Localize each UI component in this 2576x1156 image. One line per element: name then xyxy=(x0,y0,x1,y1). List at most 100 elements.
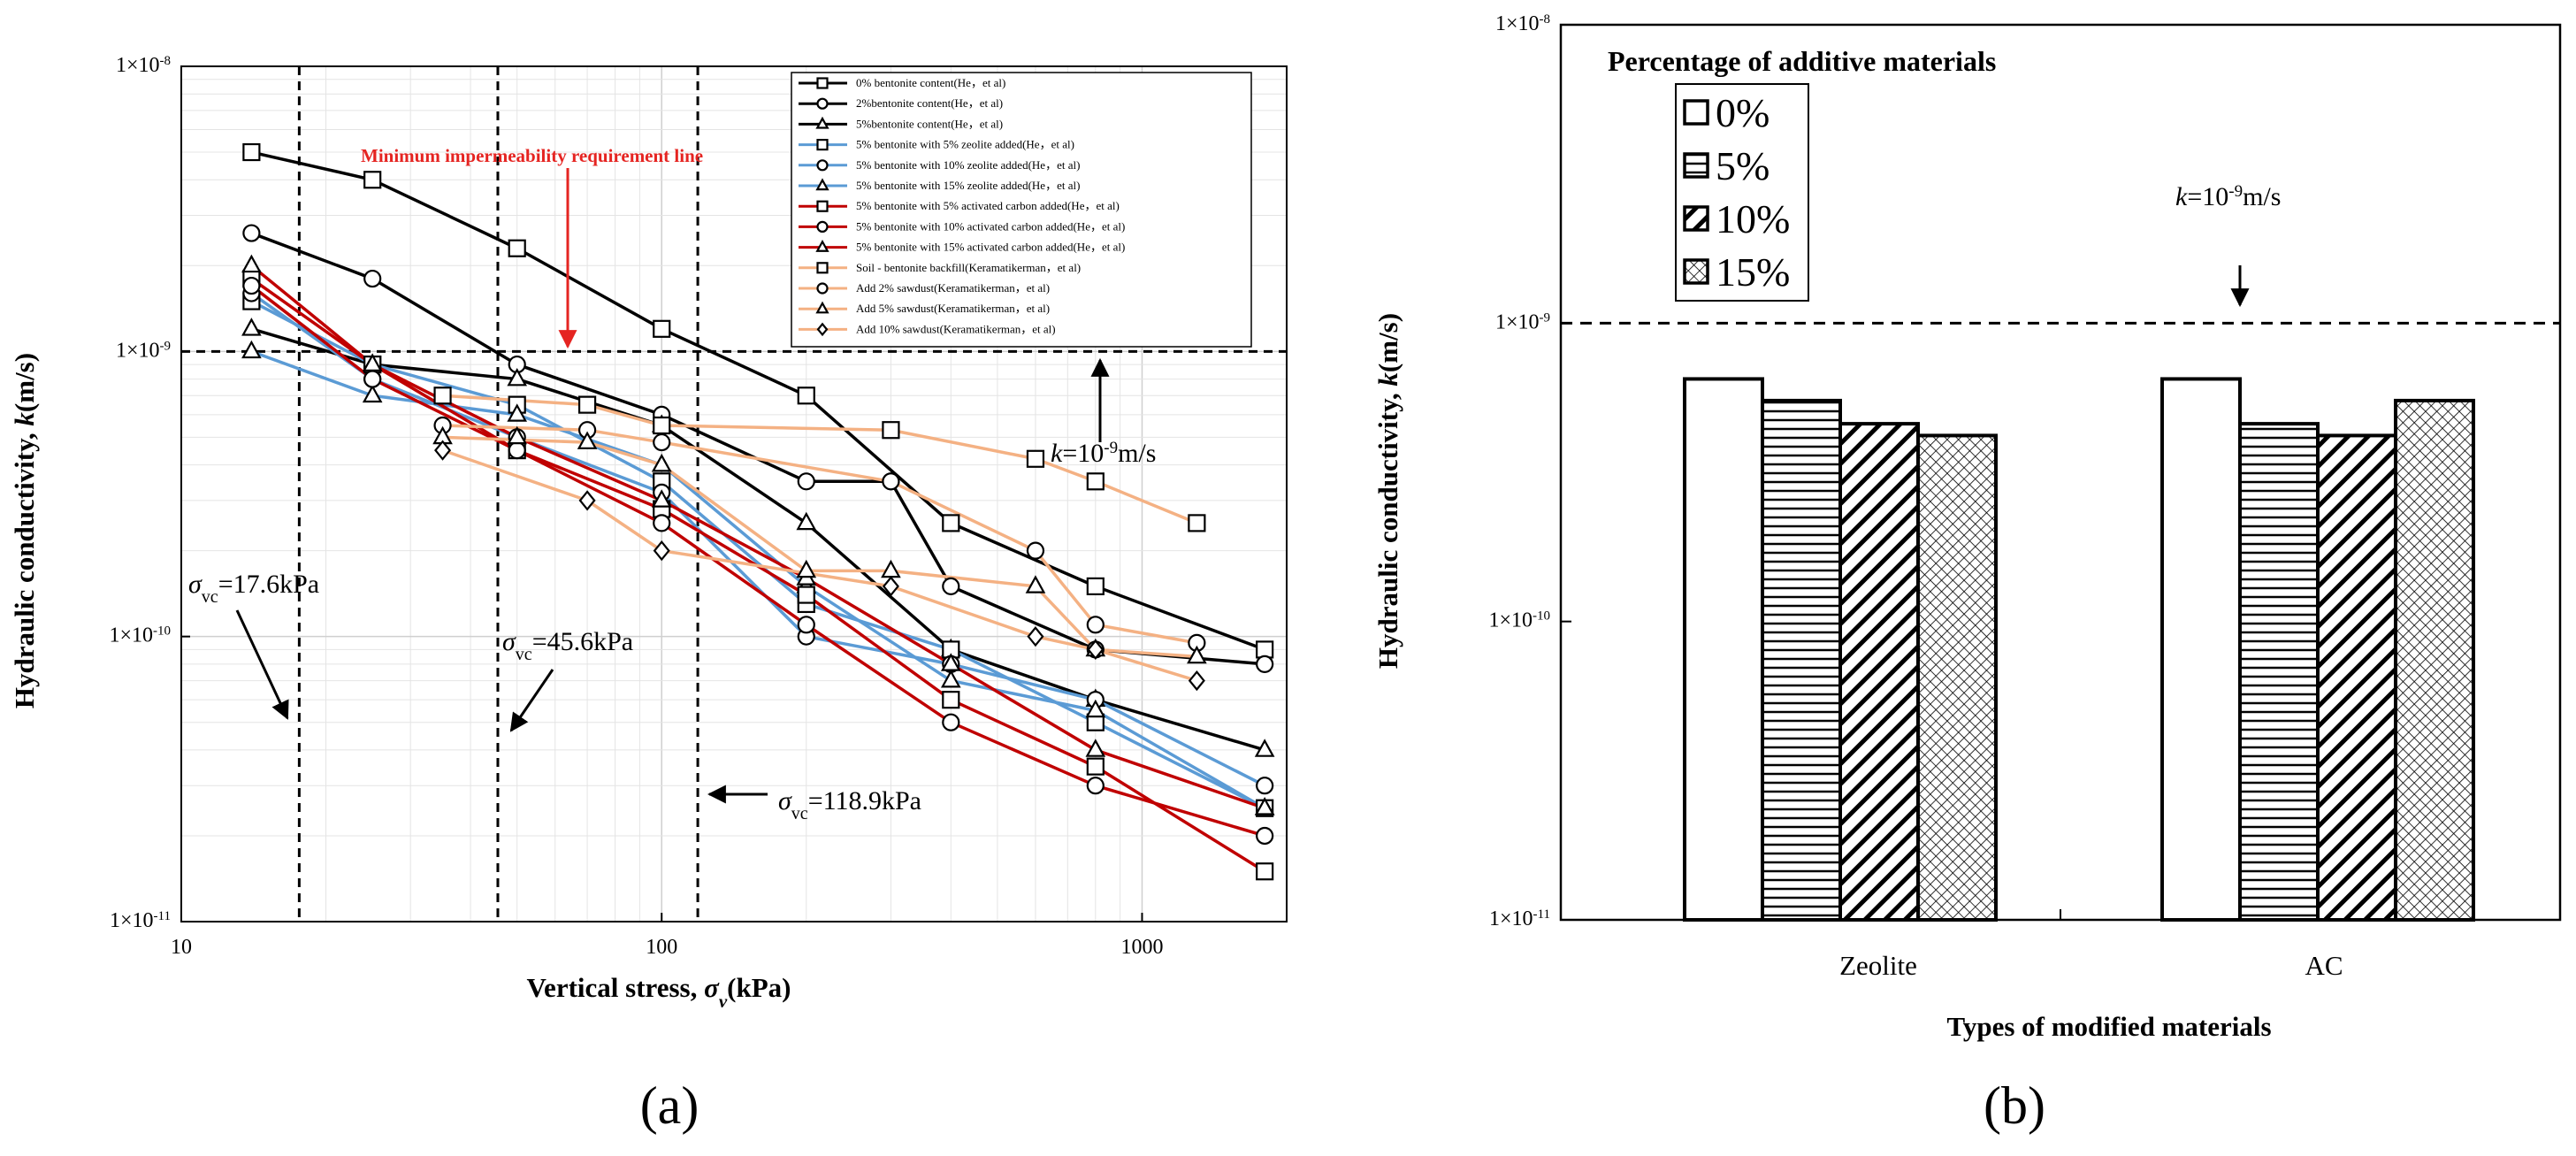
series-5-bentonite-with-10-activated-carbon-added-he-et-al xyxy=(250,284,1265,838)
data-point xyxy=(1254,797,1275,815)
panel-a-legend-box xyxy=(791,72,1252,348)
sigma-vc-17-label: σvc=17.6kPa xyxy=(188,570,319,607)
bar-ac-10 xyxy=(2316,433,2397,923)
legend-label: 10% xyxy=(1716,196,1790,241)
data-point xyxy=(942,577,960,596)
legend-label: 0% xyxy=(1716,90,1770,135)
legend-item-15: 15% xyxy=(1683,249,1790,295)
panel-b-legend: 0% 5% 10% 15% xyxy=(1675,83,1809,302)
x-tick-label: 100 xyxy=(646,936,677,959)
data-point xyxy=(507,367,528,387)
data-point xyxy=(363,269,382,288)
data-point xyxy=(1026,541,1045,560)
legend-item-0-bentonite-content-he-et-al: 0% bentonite content(He，et al) xyxy=(799,76,1005,89)
series-5-bentonite-with-15-zeolite-added-he-et-al xyxy=(250,349,1266,810)
legend-label: 5% bentonite with 10% activated carbon a… xyxy=(856,219,1125,233)
legend-item-5-bentonite-with-15-zeolite-added-he-et-al: 5% bentonite with 15% zeolite added(He，e… xyxy=(799,178,1080,192)
x-tick-label: 10 xyxy=(171,936,192,959)
data-point xyxy=(507,425,528,445)
data-point xyxy=(653,514,671,532)
series-5-bentonite-with-5-activated-carbon-added-he-et-al xyxy=(250,277,1266,873)
sigma-vc-45-arrow xyxy=(509,669,554,732)
bar-zeolite-0 xyxy=(1683,377,1764,922)
legend-swatch-marker xyxy=(815,116,829,129)
legend-swatch xyxy=(1683,152,1709,179)
panel-a-series xyxy=(241,142,1275,881)
data-point xyxy=(1085,699,1106,718)
x-tick-label: 1000 xyxy=(1120,936,1163,959)
data-point xyxy=(1256,862,1274,881)
legend-swatch xyxy=(1683,258,1709,285)
legend-item-5: 5% xyxy=(1683,143,1770,188)
y-tick-label: 1×10-9 xyxy=(1495,310,1550,333)
data-point xyxy=(1085,739,1106,757)
bar-ac-15 xyxy=(2394,398,2475,922)
data-point xyxy=(882,576,899,597)
series-line-5-bentonite-with-5-zeolite-added-he-et-al xyxy=(250,300,1265,810)
series-5-bentonite-content-he-et-al xyxy=(250,327,1265,752)
legend-label: 5% xyxy=(1716,143,1770,188)
data-point xyxy=(653,319,671,338)
series-points-add-5-sawdust-keramatikerman-et-al xyxy=(432,425,1207,664)
data-point xyxy=(1027,626,1044,647)
legend-swatch xyxy=(1683,99,1709,126)
series-points-add-10-sawdust-keramatikerman-et-al xyxy=(434,440,1205,692)
category-label-ac: AC xyxy=(2305,950,2343,981)
y-tick-label: 1×10-11 xyxy=(110,909,171,932)
data-point xyxy=(577,395,597,414)
y-tick-label: 1×10-8 xyxy=(1495,12,1550,35)
legend-swatch-marker xyxy=(816,282,829,295)
panel-b-y-axis-title: Hydraulic conductivity, k(m/s) xyxy=(1372,313,1403,669)
legend-item-5-bentonite-with-15-activated-carbon-added-he-et-al: 5% bentonite with 15% activated carbon a… xyxy=(799,240,1125,254)
data-point xyxy=(362,384,383,403)
panel-label-b: (b) xyxy=(1984,1076,2045,1135)
legend-swatch-marker xyxy=(816,200,829,212)
data-point xyxy=(797,387,815,405)
legend-swatch-marker xyxy=(816,220,829,233)
legend-item-soil-bentonite-backfill-keramatikerman-et-al: Soil - bentonite backfill(Keramatikerman… xyxy=(799,261,1081,274)
data-point xyxy=(241,254,262,273)
y-tick-label: 1×10-11 xyxy=(1489,907,1550,930)
data-point xyxy=(1086,757,1105,776)
data-point xyxy=(242,142,261,162)
y-tick-label: 1×10-9 xyxy=(116,339,171,362)
legend-label: 2%bentonite content(He，et al) xyxy=(856,96,1003,110)
data-point xyxy=(363,370,382,388)
data-point xyxy=(942,713,960,731)
series-points-5-bentonite-content-he-et-al xyxy=(241,318,1275,757)
data-point xyxy=(797,586,815,604)
series-line-5-bentonite-with-5-activated-carbon-added-he-et-al xyxy=(250,277,1266,873)
y-tick-label: 1×10-8 xyxy=(116,54,171,77)
legend-item-2-bentonite-content-he-et-al: 2%bentonite content(He，et al) xyxy=(799,96,1003,110)
series-line-5-bentonite-with-10-activated-carbon-added-he-et-al xyxy=(250,284,1265,838)
data-point xyxy=(1087,639,1105,661)
data-point xyxy=(1188,670,1205,692)
data-point xyxy=(1187,645,1207,664)
data-point xyxy=(797,616,815,634)
data-point xyxy=(1086,577,1105,596)
series-points-5-bentonite-with-15-activated-carbon-added-he-et-al xyxy=(241,254,1275,815)
legend-label: 5% bentonite with 15% zeolite added(He，e… xyxy=(856,179,1080,192)
y-tick-label: 1×10-10 xyxy=(1488,609,1550,632)
legend-swatch-marker xyxy=(816,322,829,337)
data-point xyxy=(797,472,815,491)
data-point xyxy=(1256,777,1274,795)
legend-item-5-bentonite-content-he-et-al: 5%bentonite content(He，et al) xyxy=(799,116,1003,130)
legend-item-0: 0% xyxy=(1683,90,1770,135)
y-tick-label: 1×10-10 xyxy=(109,624,171,647)
series-0-bentonite-content-he-et-al xyxy=(250,150,1265,652)
data-point xyxy=(241,318,262,336)
bar-group-zeolite xyxy=(1683,377,1998,923)
panel-a-ticks: 10 100 1000 1×10-11 1×10-10 1×10-9 1×10-8 xyxy=(109,54,1163,959)
data-point xyxy=(362,353,383,371)
legend-item-5-bentonite-with-5-activated-carbon-added-he-et-al: 5% bentonite with 5% activated carbon ad… xyxy=(799,199,1120,212)
bar-ac-0 xyxy=(2160,377,2242,922)
data-point xyxy=(1256,655,1274,674)
legend-label: 5% bentonite with 5% zeolite added(He，et… xyxy=(856,138,1074,151)
data-point xyxy=(1086,777,1105,795)
bar-group-ac xyxy=(2160,377,2475,923)
data-point xyxy=(242,224,261,242)
data-point xyxy=(1026,449,1045,468)
series-points-5-bentonite-with-5-activated-carbon-added-he-et-al xyxy=(242,269,1274,881)
